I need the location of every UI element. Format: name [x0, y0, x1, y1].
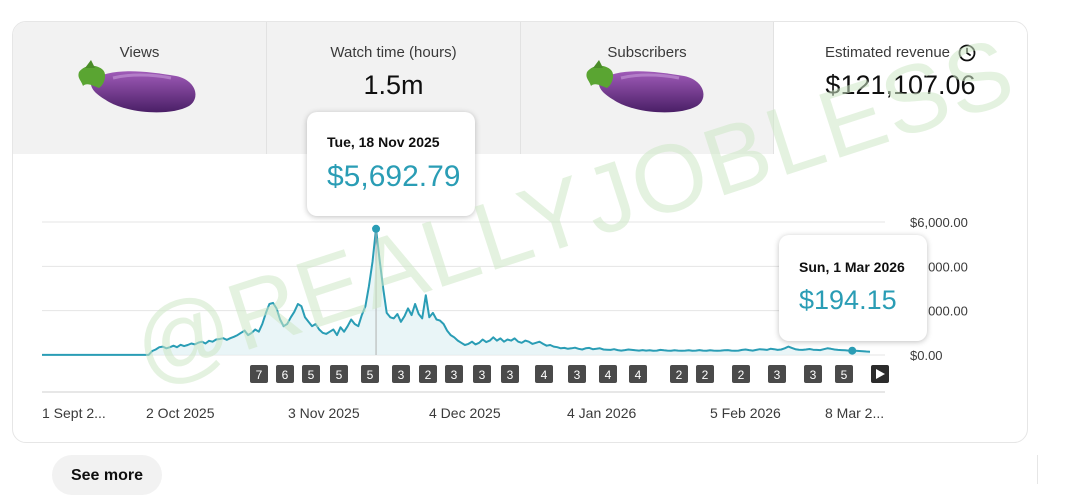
- annotation-badge-label: 5: [841, 368, 848, 382]
- tab-views[interactable]: Views: [13, 22, 267, 154]
- subscribers-label: Subscribers: [607, 44, 687, 61]
- revenue-chart[interactable]: $6,000.00$4,000.00$2,000.00$0.007 6 5 5 5 3 2 3…: [13, 154, 1027, 442]
- series-line[interactable]: [42, 227, 871, 356]
- annotation-badge-label: 4: [605, 368, 612, 382]
- annotation-badge[interactable]: [276, 365, 294, 383]
- annotation-badge[interactable]: [302, 365, 320, 383]
- annotation-badge[interactable]: [473, 365, 491, 383]
- y-tick-label: $6,000.00: [910, 215, 968, 230]
- annotation-badge-label: 5: [367, 368, 374, 382]
- annotation-badge-label: 5: [336, 368, 343, 382]
- tab-estimated-revenue[interactable]: Estimated revenue $121,107.06: [774, 22, 1027, 154]
- watch-time-value: 1.5m: [363, 70, 424, 100]
- annotation-badge[interactable]: [568, 365, 586, 383]
- annotation-badge[interactable]: [501, 365, 519, 383]
- annotation-badge[interactable]: [670, 365, 688, 383]
- annotation-badge[interactable]: [629, 365, 647, 383]
- annotation-badge[interactable]: [599, 365, 617, 383]
- annotation-badge-label: 3: [451, 368, 458, 382]
- play-icon: [876, 369, 885, 379]
- annotation-badge-label: 4: [541, 368, 548, 382]
- annotation-badge-label: 3: [574, 368, 581, 382]
- annotation-badge[interactable]: [445, 365, 463, 383]
- peak-tooltip: Tue, 18 Nov 2025 $5,692.79: [307, 112, 475, 216]
- revenue-value: $121,107.06: [825, 70, 976, 100]
- annotation-badge[interactable]: [835, 365, 853, 383]
- annotation-badge[interactable]: [361, 365, 379, 383]
- metric-tabs: Views Watch time (hours) 1.5m Subscriber…: [13, 22, 1027, 154]
- tab-subscribers[interactable]: Subscribers: [521, 22, 774, 154]
- annotation-badge-label: 6: [282, 368, 289, 382]
- annotation-badge-label: 3: [479, 368, 486, 382]
- revenue-label: Estimated revenue: [824, 44, 951, 61]
- annotation-badge-label: 2: [738, 368, 745, 382]
- views-label: Views: [119, 44, 160, 61]
- annotation-badge[interactable]: [696, 365, 714, 383]
- annotation-badge[interactable]: [804, 365, 822, 383]
- analytics-card: Views Watch time (hours) 1.5m Subscriber…: [12, 21, 1028, 443]
- latest-tooltip: Sun, 1 Mar 2026 $194.15: [779, 235, 927, 341]
- see-more-button[interactable]: See more: [52, 455, 162, 495]
- peak-tooltip-value: $5,692.79: [327, 160, 461, 193]
- revenue-chart-area: $6,000.00 $4,000.00 $2,000.00 $0.00 7 6 5 5 5 3 2 3…: [13, 154, 1027, 442]
- latest-point[interactable]: [848, 346, 857, 355]
- annotation-badge[interactable]: [250, 365, 268, 383]
- annotation-badge-label: 4: [635, 368, 642, 382]
- annotation-badge[interactable]: [330, 365, 348, 383]
- annotation-badge-label: 3: [810, 368, 817, 382]
- peak-point[interactable]: [372, 224, 381, 233]
- x-tick-label: 8 Mar 2...: [825, 405, 884, 421]
- series-area: [42, 228, 870, 355]
- x-tick-label: 2 Oct 2025: [146, 405, 215, 421]
- x-tick-label: 3 Nov 2025: [288, 405, 360, 421]
- eggplant-icon: [586, 60, 704, 113]
- annotation-badge-label: 3: [507, 368, 514, 382]
- watch-time-label: Watch time (hours): [330, 44, 457, 61]
- peak-tooltip-date: Tue, 18 Nov 2025: [327, 134, 440, 150]
- x-tick-label: 4 Dec 2025: [429, 405, 501, 421]
- x-tick-label: 4 Jan 2026: [567, 405, 636, 421]
- annotation-badge[interactable]: [392, 365, 410, 383]
- annotation-badge-label: 7: [256, 368, 263, 382]
- x-tick-label: 1 Sept 2...: [42, 405, 106, 421]
- annotation-badge-label: 3: [774, 368, 781, 382]
- annotation-badge[interactable]: [419, 365, 437, 383]
- latest-tooltip-value: $194.15: [799, 285, 897, 315]
- annotation-badge-label: 5: [308, 368, 315, 382]
- eggplant-icon: [78, 60, 196, 113]
- annotation-badge[interactable]: [535, 365, 553, 383]
- annotation-badge-label: 2: [425, 368, 432, 382]
- y-tick-label: $0.00: [910, 348, 943, 363]
- annotation-badge[interactable]: [732, 365, 750, 383]
- clock-icon[interactable]: [958, 44, 976, 62]
- x-tick-label: 5 Feb 2026: [710, 405, 781, 421]
- annotation-badge-label: 3: [398, 368, 405, 382]
- annotation-badge-label: 2: [702, 368, 709, 382]
- latest-tooltip-date: Sun, 1 Mar 2026: [799, 259, 905, 275]
- divider: [1037, 455, 1038, 484]
- annotation-badge[interactable]: [768, 365, 786, 383]
- annotation-badge-label: 2: [676, 368, 683, 382]
